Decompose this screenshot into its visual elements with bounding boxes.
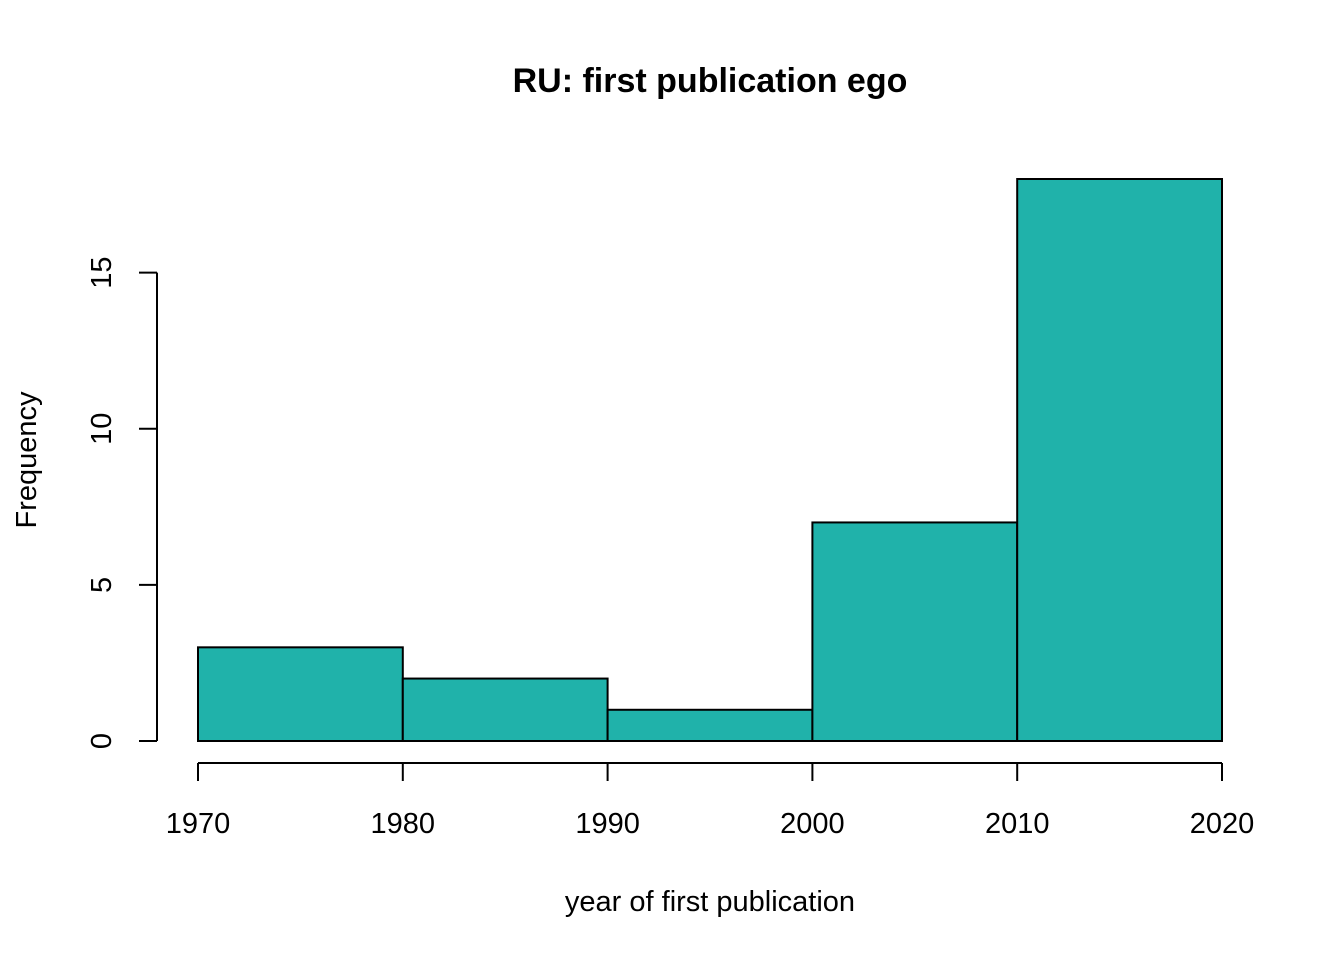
x-tick-label-2000: 2000 xyxy=(780,808,845,840)
y-axis-label: Frequency xyxy=(11,391,43,529)
x-tick-label-2010: 2010 xyxy=(985,808,1050,840)
x-tick-label-1980: 1980 xyxy=(371,808,436,840)
x-tick-label-2020: 2020 xyxy=(1190,808,1255,840)
x-tick-label-1970: 1970 xyxy=(166,808,231,840)
histogram-bar-1980-1990 xyxy=(401,677,609,742)
y-axis: 0 5 10 15 xyxy=(86,257,158,749)
x-tick-label-1990: 1990 xyxy=(575,808,640,840)
y-tick-label-5: 5 xyxy=(86,577,118,593)
x-axis: 1970 1980 1990 2000 2010 2020 xyxy=(166,762,1255,840)
bars-group xyxy=(197,178,1224,743)
histogram-bar-2010-2020 xyxy=(1016,178,1224,742)
x-axis-label: year of first publication xyxy=(565,886,855,918)
y-tick-label-0: 0 xyxy=(86,733,118,749)
histogram-bar-1970-1980 xyxy=(197,646,404,742)
histogram-bar-1990-2000 xyxy=(606,708,814,742)
histogram-bar-2000-2010 xyxy=(811,521,1019,743)
y-tick-label-10: 10 xyxy=(86,413,118,445)
y-tick-label-15: 15 xyxy=(86,257,118,289)
chart-title: RU: first publication ego xyxy=(513,62,908,100)
